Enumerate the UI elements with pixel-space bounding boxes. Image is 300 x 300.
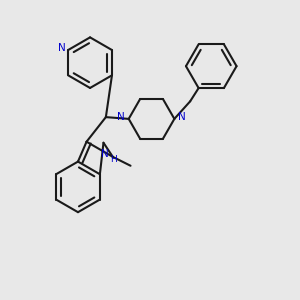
Text: N: N — [58, 43, 66, 53]
Text: N: N — [101, 149, 109, 159]
Text: H: H — [110, 155, 117, 164]
Text: N: N — [117, 112, 125, 122]
Text: N: N — [178, 112, 186, 122]
